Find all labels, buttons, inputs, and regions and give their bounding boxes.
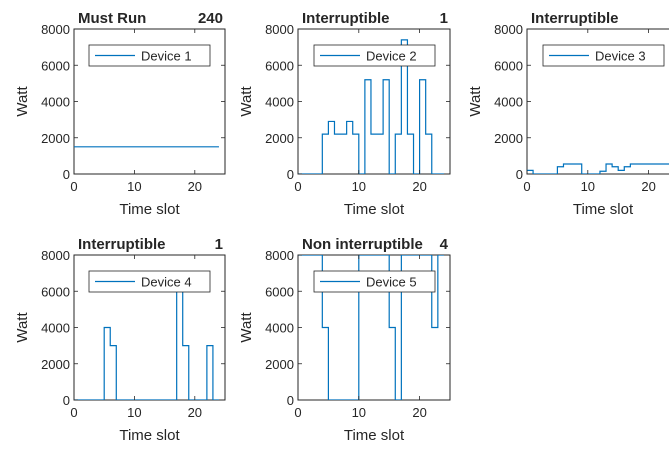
y-tick-label: 0	[63, 393, 70, 408]
subplot-5: 0 2000 4000 6000 8000 0 10 20 Time slot Watt Non i…	[238, 236, 451, 444]
subplot-2: 0 2000 4000 6000 8000 0 10 20 Time slot Watt Inter…	[238, 10, 451, 218]
y-tick-label: 4000	[41, 321, 70, 336]
y-tick-label: 4000	[265, 95, 294, 110]
y-tick-label: 2000	[265, 131, 294, 146]
legend-label: Device 3	[595, 49, 646, 64]
y-tick-label: 6000	[265, 58, 294, 73]
legend-box	[313, 270, 436, 293]
legend: Device 3	[542, 44, 665, 67]
series-line-1	[527, 163, 669, 174]
legend-box	[542, 44, 665, 67]
x-tick-label: 10	[127, 405, 141, 420]
legend-box	[88, 44, 211, 67]
title-number: 1	[215, 236, 223, 253]
x-tick-label: 20	[188, 179, 202, 194]
y-tick-label: 2000	[41, 131, 70, 146]
legend-label: Device 1	[141, 49, 192, 64]
x-tick-label: 0	[70, 405, 77, 420]
y-tick-label: 8000	[265, 22, 294, 37]
x-axis-label: Time slot	[119, 427, 180, 444]
legend: Device 1	[88, 44, 211, 67]
title-text: Must Run	[78, 10, 146, 27]
legend: Device 4	[88, 270, 211, 293]
y-tick-label: 6000	[41, 58, 70, 73]
x-tick-label: 20	[412, 405, 426, 420]
title-text: Interruptible	[531, 10, 619, 27]
y-tick-label: 4000	[265, 321, 294, 336]
y-tick-label: 6000	[265, 284, 294, 299]
y-tick-label: 8000	[265, 248, 294, 263]
legend-box	[88, 270, 211, 293]
x-tick-label: 20	[641, 179, 655, 194]
y-tick-label: 6000	[41, 284, 70, 299]
legend-box	[313, 44, 436, 67]
x-tick-label: 10	[127, 179, 141, 194]
y-tick-label: 8000	[41, 248, 70, 263]
x-tick-label: 20	[188, 405, 202, 420]
x-tick-label: 10	[352, 179, 366, 194]
y-axis-label: Watt	[467, 86, 484, 117]
y-axis-label: Watt	[238, 86, 255, 117]
subplot-3: 0 2000 4000 6000 8000 0 10 20 Time slot Watt Inter…	[467, 10, 669, 218]
x-axis-label: Time slot	[119, 201, 180, 218]
x-tick-label: 0	[294, 405, 301, 420]
title-text: Interruptible	[78, 236, 166, 253]
x-axis-label: Time slot	[344, 427, 405, 444]
legend-label: Device 4	[141, 275, 192, 290]
y-axis-label: Watt	[14, 312, 31, 343]
y-tick-label: 0	[63, 167, 70, 182]
x-tick-label: 0	[70, 179, 77, 194]
legend: Device 2	[313, 44, 436, 67]
subplot-1: 0 2000 4000 6000 8000 0 10 20 Time slot Watt Must …	[14, 10, 226, 218]
y-tick-label: 4000	[41, 95, 70, 110]
series-line-1	[298, 39, 444, 174]
x-tick-label: 10	[352, 405, 366, 420]
y-axis-label: Watt	[238, 312, 255, 343]
y-tick-label: 8000	[41, 22, 70, 37]
x-axis-label: Time slot	[344, 201, 405, 218]
y-tick-label: 0	[287, 393, 294, 408]
x-tick-label: 0	[523, 179, 530, 194]
y-tick-label: 2000	[265, 357, 294, 372]
x-tick-label: 10	[581, 179, 595, 194]
title-text: Non interruptible	[302, 236, 423, 253]
y-tick-label: 6000	[494, 58, 523, 73]
y-tick-label: 4000	[494, 95, 523, 110]
title-number: 1	[440, 10, 448, 27]
title-number: 4	[440, 236, 449, 253]
title-number: 240	[198, 10, 223, 27]
x-tick-label: 0	[294, 179, 301, 194]
legend: Device 5	[313, 270, 436, 293]
y-tick-label: 8000	[494, 22, 523, 37]
title-text: Interruptible	[302, 10, 390, 27]
legend-label: Device 5	[366, 275, 417, 290]
y-tick-label: 2000	[494, 131, 523, 146]
x-tick-label: 20	[412, 179, 426, 194]
legend-label: Device 2	[366, 49, 417, 64]
y-axis-label: Watt	[14, 86, 31, 117]
x-axis-label: Time slot	[573, 201, 634, 218]
y-tick-label: 2000	[41, 357, 70, 372]
subplot-4: 0 2000 4000 6000 8000 0 10 20 Time slot Watt Inter…	[14, 236, 226, 444]
y-tick-label: 0	[516, 167, 523, 182]
y-tick-label: 0	[287, 167, 294, 182]
series-line-1	[298, 255, 444, 400]
